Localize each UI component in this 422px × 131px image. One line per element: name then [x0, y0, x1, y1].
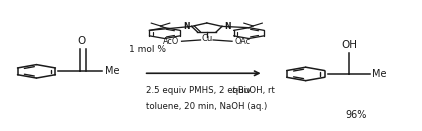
Text: N: N	[183, 21, 190, 31]
Text: Cu: Cu	[201, 34, 212, 43]
Text: OAc: OAc	[234, 37, 250, 46]
Text: 2.5 equiv PMHS, 2 equiv: 2.5 equiv PMHS, 2 equiv	[146, 86, 254, 95]
Text: Me: Me	[105, 66, 119, 76]
Text: OH: OH	[341, 40, 357, 50]
Text: -BuOH, rt: -BuOH, rt	[235, 86, 275, 95]
Text: toluene, 20 min, NaOH (aq.): toluene, 20 min, NaOH (aq.)	[146, 102, 267, 111]
Text: O: O	[77, 36, 85, 46]
Text: t: t	[231, 86, 235, 95]
Text: AcO: AcO	[163, 37, 179, 46]
Text: Me: Me	[372, 69, 387, 79]
Text: N: N	[224, 21, 230, 31]
Text: 96%: 96%	[346, 110, 367, 120]
Text: 1 mol %: 1 mol %	[129, 45, 166, 54]
